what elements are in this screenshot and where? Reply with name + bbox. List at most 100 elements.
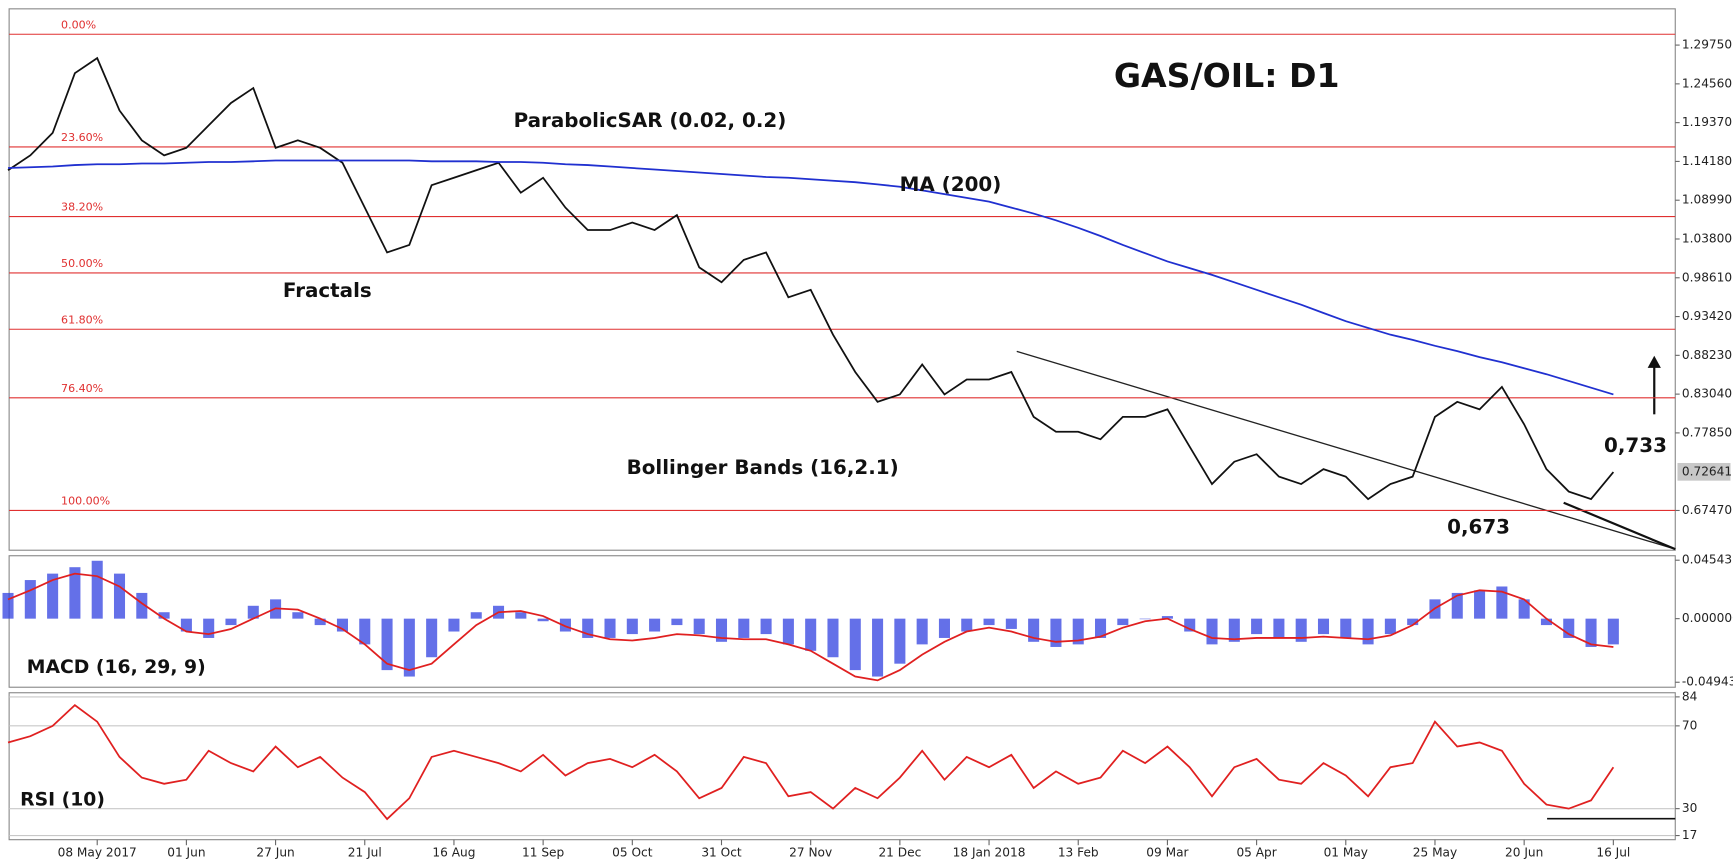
macd-bar <box>1317 618 1330 635</box>
macd-bar <box>47 573 59 619</box>
macd-bar <box>1451 592 1463 619</box>
macd-bar <box>738 618 750 638</box>
macd-bar <box>1607 618 1619 645</box>
fib-label: 100.00% <box>61 495 110 508</box>
y-tick-label: 1.08990 <box>1682 193 1732 207</box>
fib-label: 76.40% <box>61 382 103 395</box>
x-tick-label: 11 Sep <box>522 845 564 859</box>
fib-label: 50.00% <box>61 257 103 270</box>
macd-bar <box>515 612 527 619</box>
macd-bar <box>782 618 794 645</box>
macd-bar <box>1496 586 1508 619</box>
x-tick-label: 21 Dec <box>878 845 921 859</box>
y-tick-label: 0.000000 <box>1682 611 1733 625</box>
x-tick-label: 01 May <box>1324 845 1368 859</box>
annotation: ParabolicSAR (0.02, 0.2) <box>514 109 787 132</box>
y-tick-label: 0.98610 <box>1682 270 1732 284</box>
y-tick-label: -0.049434 <box>1682 675 1733 689</box>
annotation: Fractals <box>283 279 372 302</box>
y-tick-label: 30 <box>1682 801 1697 815</box>
x-tick-label: 20 Jun <box>1505 845 1543 859</box>
macd-bar <box>314 618 326 626</box>
macd-bar <box>872 618 884 677</box>
panel-label: MACD (16, 29, 9) <box>27 657 206 678</box>
plot-layer: 1.29750 1.24560 1.19370 1.14180 1.08990 1.038… <box>2 18 1733 859</box>
macd-bar <box>1251 618 1263 635</box>
x-tick-label: 25 May <box>1413 845 1457 859</box>
macd-bar <box>158 612 170 619</box>
macd-bar <box>1295 618 1307 642</box>
y-tick-label: 17 <box>1682 828 1697 842</box>
signal-line <box>7 572 1614 682</box>
ma-line <box>7 159 1614 396</box>
macd-bar <box>1518 599 1530 619</box>
macd-bar <box>671 618 683 626</box>
macd-bar <box>24 580 36 619</box>
macd-bar <box>336 618 348 632</box>
macd-bar <box>537 618 549 622</box>
y-tick-label: 0.045432 <box>1682 553 1733 567</box>
macd-bar <box>69 567 81 619</box>
macd-bar <box>225 618 237 626</box>
macd-bar <box>203 618 215 638</box>
macd-bar <box>894 618 906 664</box>
macd-bar <box>448 618 460 632</box>
macd-bar <box>426 618 438 658</box>
macd-bar <box>470 612 482 619</box>
macd-bar <box>693 618 705 635</box>
x-tick-label: 05 Oct <box>612 845 653 859</box>
y-tick-label: 70 <box>1682 718 1697 732</box>
y-tick-label: 0.93420 <box>1682 309 1732 323</box>
macd-bar <box>359 618 371 645</box>
macd-bar <box>1540 618 1552 626</box>
macd-bar <box>760 618 772 635</box>
fib-label: 0.00% <box>61 18 96 31</box>
y-tick-label: 1.29750 <box>1682 38 1732 52</box>
x-tick-label: 31 Oct <box>701 845 742 859</box>
panel-label: RSI (10) <box>20 789 105 810</box>
macd-bar <box>1407 618 1419 626</box>
price-panel <box>8 8 1676 551</box>
macd-bar <box>1585 618 1597 647</box>
macd-bar <box>559 618 571 632</box>
macd-bar <box>916 618 928 645</box>
macd-bar <box>626 618 638 635</box>
annotation: 0,673 <box>1447 516 1510 539</box>
last-price-label: 0.72641 <box>1682 464 1732 478</box>
y-tick-label: 1.14180 <box>1682 154 1732 168</box>
macd-bar <box>1228 618 1240 642</box>
macd-bar <box>604 618 616 638</box>
macd-bar <box>938 618 950 638</box>
fib-label: 23.60% <box>61 131 103 144</box>
macd-bar <box>1117 618 1129 626</box>
rsi-panel <box>8 692 1676 841</box>
macd-bar <box>1005 618 1017 629</box>
macd-bar <box>247 605 259 619</box>
annotation: 0,733 <box>1604 434 1667 457</box>
macd-bar <box>1050 618 1062 647</box>
macd-bar <box>180 618 192 632</box>
macd-bar <box>983 618 995 626</box>
price-line <box>7 56 1615 501</box>
x-tick-label: 08 May 2017 <box>58 845 137 859</box>
fib-label: 38.20% <box>61 201 103 214</box>
y-tick-label: 0.83040 <box>1682 387 1732 401</box>
macd-bar <box>403 618 415 677</box>
macd-bar <box>1072 618 1084 645</box>
macd-bar <box>1384 618 1396 635</box>
macd-bar <box>136 592 148 619</box>
annotation: Bollinger Bands (16,2.1) <box>627 456 899 479</box>
chart-title: GAS/OIL: D1 <box>1114 56 1340 95</box>
macd-bar <box>1362 618 1374 645</box>
y-tick-label: 1.24560 <box>1682 76 1732 90</box>
macd-bar <box>113 573 126 619</box>
x-tick-label: 21 Jul <box>348 845 382 859</box>
last-price-box <box>1677 462 1731 481</box>
y-tick-label: 0.88230 <box>1682 348 1732 362</box>
x-tick-label: 16 Jul <box>1596 845 1630 859</box>
macd-bar <box>961 618 973 632</box>
macd-panel <box>8 555 1676 688</box>
